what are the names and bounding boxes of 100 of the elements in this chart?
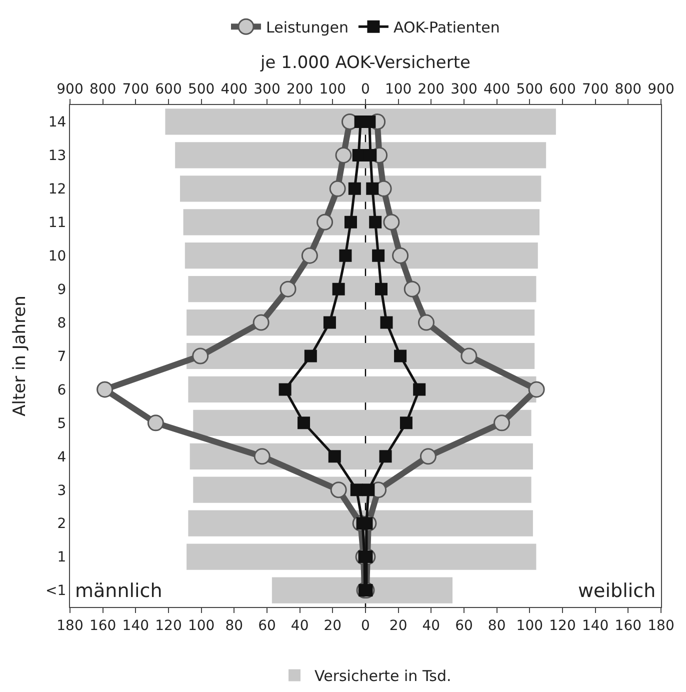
- point: [460, 348, 478, 364]
- point: [350, 484, 363, 496]
- y-tick-label: 4: [57, 449, 66, 466]
- x2-tick-label: 0: [361, 81, 370, 98]
- point: [304, 350, 317, 362]
- point: [252, 314, 270, 331]
- x-tick-label: 120: [155, 618, 182, 634]
- annotation: weiblich: [578, 580, 656, 602]
- x2-axis-title: je 1.000 AOK-Versicherte: [260, 52, 470, 73]
- point: [364, 148, 377, 162]
- point: [192, 348, 209, 364]
- x2-tick-label: 800: [614, 81, 642, 98]
- x2-tick-label: 900: [56, 81, 84, 98]
- point: [400, 416, 412, 430]
- point: [344, 216, 357, 228]
- point: [372, 249, 385, 262]
- point: [301, 247, 318, 264]
- point: [413, 383, 426, 396]
- x-tick-label: 20: [389, 618, 408, 634]
- point: [418, 314, 434, 331]
- x2-tick-label: 600: [549, 81, 576, 98]
- x-tick-label: 140: [582, 618, 609, 634]
- x-tick-label: 80: [225, 618, 244, 634]
- point: [147, 414, 164, 432]
- y-tick-label: 11: [48, 215, 66, 232]
- point: [392, 247, 409, 264]
- legend-label: AOK-Patienten: [393, 18, 500, 36]
- y-tick-label: 3: [57, 482, 66, 499]
- point: [96, 381, 114, 398]
- x2-tick-label: 900: [648, 81, 674, 98]
- x-tick-label: 160: [614, 618, 642, 634]
- point: [329, 180, 346, 197]
- point: [383, 214, 400, 230]
- point: [328, 450, 341, 463]
- y-tick-label: 13: [48, 148, 66, 164]
- annotation: männlich: [75, 580, 162, 602]
- x2-tick-label: 100: [384, 81, 412, 98]
- x-tick-label: 180: [56, 618, 84, 634]
- y-tick-label: <1: [46, 583, 66, 600]
- point: [332, 282, 345, 296]
- y-tick-label: 12: [48, 182, 66, 198]
- x2-tick-label: 800: [89, 81, 116, 98]
- x2-tick-label: 400: [220, 81, 248, 98]
- x2-tick-label: 700: [122, 81, 150, 98]
- point: [254, 448, 270, 465]
- x-tick-label: 100: [516, 618, 544, 634]
- point: [335, 146, 352, 164]
- x2-tick-label: 200: [418, 81, 445, 98]
- point: [323, 316, 336, 329]
- y-tick-label: 2: [57, 516, 66, 532]
- x-tick-label: 80: [488, 618, 506, 634]
- point: [379, 450, 392, 463]
- y-tick-label: 10: [48, 248, 66, 264]
- point: [375, 282, 388, 296]
- y-tick-label: 8: [57, 315, 66, 332]
- point: [394, 350, 407, 362]
- point: [352, 148, 365, 162]
- y-tick-label: 9: [57, 282, 66, 298]
- x2-tick-label: 300: [450, 81, 478, 98]
- y-tick-label: 5: [57, 416, 66, 432]
- point: [380, 316, 393, 329]
- x2-tick-label: 200: [286, 81, 314, 98]
- x-tick-label: 0: [361, 618, 370, 634]
- y-tick-label: 7: [57, 348, 66, 365]
- point: [339, 249, 352, 262]
- x2-tick-label: 100: [319, 81, 346, 98]
- x-tick-label: 100: [188, 618, 215, 634]
- x2-tick-label: 600: [155, 81, 182, 98]
- x2-tick-label: 500: [188, 81, 215, 98]
- point: [366, 182, 379, 195]
- legend-label: Leistungen: [266, 18, 348, 36]
- x-tick-label: 140: [122, 618, 150, 634]
- point: [360, 517, 373, 530]
- x-tick-label: 20: [324, 618, 342, 634]
- legend-label: Versicherte in Tsd.: [314, 667, 452, 686]
- point: [420, 448, 436, 465]
- point: [298, 416, 310, 430]
- point: [330, 482, 347, 498]
- x2-tick-label: 400: [483, 81, 510, 98]
- y-axis-title: Alter in Jahren: [10, 296, 30, 416]
- point: [404, 280, 420, 298]
- x-tick-label: 160: [89, 618, 116, 634]
- x-tick-label: 40: [290, 618, 309, 634]
- point: [280, 280, 296, 298]
- x2-tick-label: 300: [254, 81, 280, 98]
- y-tick-label: 6: [57, 382, 66, 398]
- point: [494, 414, 510, 432]
- point: [369, 216, 382, 228]
- x2-tick-label: 500: [516, 81, 544, 98]
- x-tick-label: 60: [258, 618, 276, 634]
- point: [362, 484, 375, 496]
- point: [348, 182, 361, 195]
- x-tick-label: 120: [549, 618, 576, 634]
- x-tick-label: 40: [422, 618, 440, 634]
- point: [278, 383, 292, 396]
- x2-tick-label: 700: [582, 81, 609, 98]
- y-tick-label: 14: [48, 114, 66, 131]
- y-tick-label: 1: [57, 550, 66, 566]
- x-tick-label: 180: [648, 618, 674, 634]
- point: [316, 214, 334, 230]
